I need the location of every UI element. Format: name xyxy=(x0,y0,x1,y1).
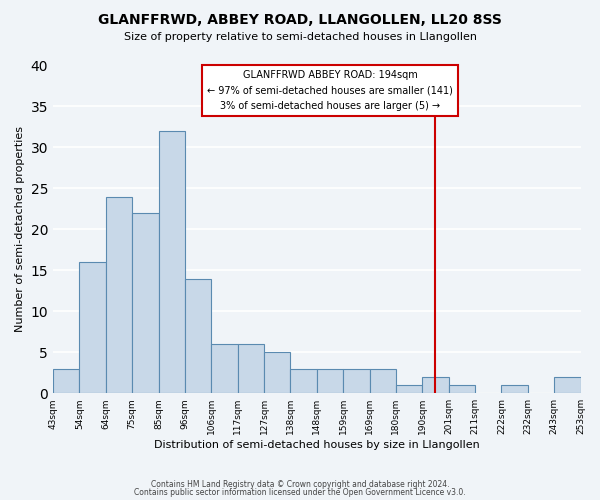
Bar xyxy=(502,385,528,393)
Bar xyxy=(343,368,370,393)
Text: GLANFFRWD, ABBEY ROAD, LLANGOLLEN, LL20 8SS: GLANFFRWD, ABBEY ROAD, LLANGOLLEN, LL20 … xyxy=(98,12,502,26)
Y-axis label: Number of semi-detached properties: Number of semi-detached properties xyxy=(15,126,25,332)
Text: Size of property relative to semi-detached houses in Llangollen: Size of property relative to semi-detach… xyxy=(124,32,476,42)
Bar xyxy=(211,344,238,393)
Bar xyxy=(554,377,581,393)
Bar xyxy=(238,344,264,393)
Bar xyxy=(264,352,290,393)
Bar xyxy=(53,368,79,393)
Bar xyxy=(290,368,317,393)
Bar xyxy=(370,368,396,393)
Bar xyxy=(449,385,475,393)
Bar xyxy=(317,368,343,393)
Text: Contains public sector information licensed under the Open Government Licence v3: Contains public sector information licen… xyxy=(134,488,466,497)
Bar xyxy=(396,385,422,393)
Bar xyxy=(79,262,106,393)
Bar xyxy=(422,377,449,393)
Bar xyxy=(106,196,132,393)
X-axis label: Distribution of semi-detached houses by size in Llangollen: Distribution of semi-detached houses by … xyxy=(154,440,479,450)
Text: Contains HM Land Registry data © Crown copyright and database right 2024.: Contains HM Land Registry data © Crown c… xyxy=(151,480,449,489)
Bar xyxy=(185,278,211,393)
Bar xyxy=(132,213,158,393)
Text: GLANFFRWD ABBEY ROAD: 194sqm
← 97% of semi-detached houses are smaller (141)
3% : GLANFFRWD ABBEY ROAD: 194sqm ← 97% of se… xyxy=(207,70,453,111)
Bar xyxy=(158,131,185,393)
